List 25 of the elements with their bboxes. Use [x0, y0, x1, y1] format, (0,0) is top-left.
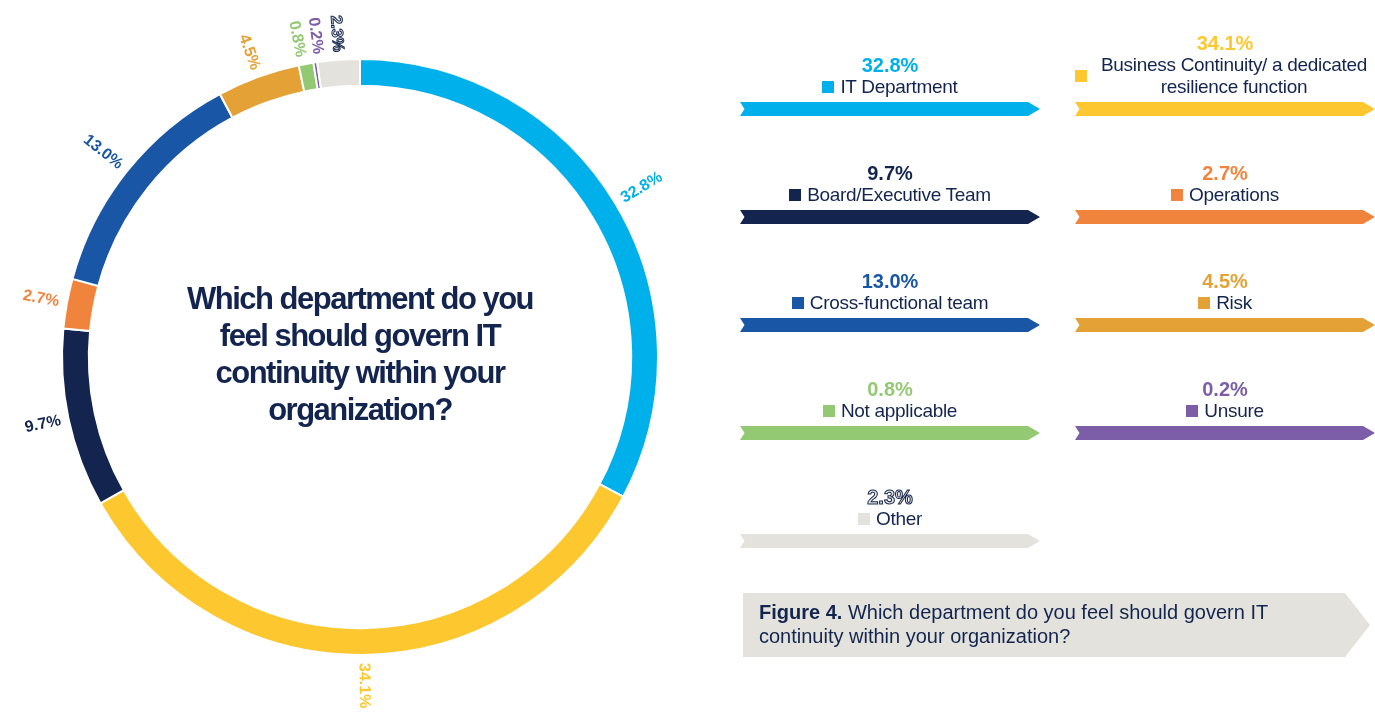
caption: Figure 4. Which department do you feel should govern IT continuity within your organization? [743, 593, 1370, 657]
text: 32.8% [861, 54, 919, 76]
text: 9.7% [867, 162, 913, 184]
legend-label: Cross-functional team [809, 292, 989, 314]
data-label: 34.1% [356, 662, 374, 709]
legend-label: Unsure [1204, 400, 1264, 422]
text: 2.7% [1202, 162, 1248, 184]
data-label: 4.5% [236, 31, 265, 72]
legend-label: Operations [1189, 184, 1279, 206]
legend-label: Not applicable [840, 400, 958, 422]
text: 2.3% [867, 486, 913, 508]
data-label: 2.3% [327, 14, 348, 53]
text: 4.5% [1202, 270, 1248, 292]
text: 0.2% [1202, 378, 1248, 400]
legend-label: Risk [1216, 292, 1252, 314]
text: 0.8% [867, 378, 913, 400]
legend-label: Board/Executive Team [807, 184, 991, 206]
text: Which department do you feel should govern IT continuity within your organization? [185, 280, 535, 428]
text: 34.1% [1196, 32, 1254, 54]
data-label: 9.7% [22, 411, 63, 436]
text: 13.0% [861, 270, 919, 292]
legend-label: IT Department [840, 76, 958, 98]
data-label: 2.7% [21, 286, 61, 310]
legend-label: Other [875, 508, 923, 530]
legend-label: Business Continuity/ a dedicated resilience function [1099, 54, 1369, 98]
